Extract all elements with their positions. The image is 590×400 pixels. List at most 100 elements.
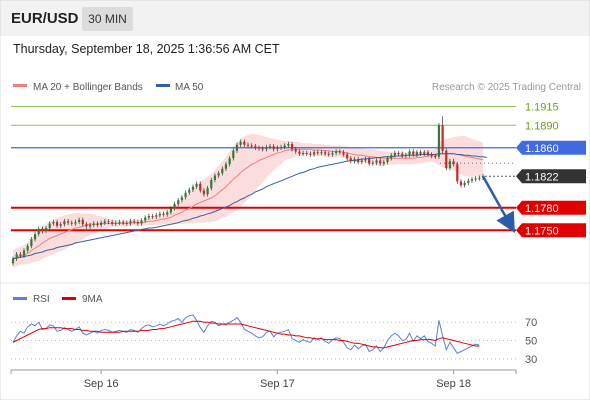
- candle-body: [55, 222, 59, 226]
- candle: [324, 150, 327, 156]
- forecast-arrow: [481, 175, 515, 233]
- candle-body: [19, 254, 22, 256]
- candle-body: [364, 159, 367, 161]
- candle: [111, 219, 114, 226]
- candle-body: [239, 141, 242, 145]
- candle: [287, 141, 290, 148]
- candle-body: [81, 219, 84, 225]
- candle: [232, 148, 235, 161]
- candle-body: [346, 154, 349, 159]
- candle: [386, 156, 389, 165]
- candle-body: [419, 152, 422, 154]
- candle: [184, 190, 187, 200]
- candle: [37, 226, 40, 237]
- candle: [92, 221, 95, 228]
- bollinger-band: [13, 133, 483, 268]
- candle-body: [327, 153, 330, 155]
- candle: [426, 150, 430, 157]
- candle: [331, 150, 334, 157]
- candle-body: [147, 216, 150, 218]
- candle: [419, 150, 422, 156]
- candle: [404, 153, 407, 159]
- candle-body: [100, 222, 103, 225]
- candle-body: [77, 219, 81, 222]
- candle-body: [89, 225, 92, 227]
- candle-body: [177, 200, 180, 204]
- resistance-label: 1.1890: [525, 120, 559, 132]
- candle: [191, 184, 195, 192]
- candle: [22, 248, 26, 258]
- candle-body: [459, 181, 463, 186]
- candle-body: [140, 220, 143, 224]
- candle: [327, 151, 330, 157]
- candle-body: [59, 224, 62, 226]
- candle-body: [279, 147, 283, 148]
- candle: [430, 152, 433, 159]
- x-tick-label: Sep 17: [260, 378, 295, 390]
- candle-body: [74, 222, 77, 224]
- candle-body: [173, 204, 176, 209]
- candle-body: [22, 250, 26, 256]
- timeframe-badge[interactable]: 30 MIN: [82, 7, 133, 31]
- candle: [470, 177, 474, 183]
- candle: [147, 213, 150, 220]
- candle-body: [445, 150, 448, 168]
- candle: [122, 219, 125, 225]
- candle-body: [426, 152, 430, 155]
- candle: [441, 116, 444, 153]
- candle: [114, 220, 117, 226]
- ma20-legend-swatch: [13, 84, 27, 87]
- ma50-line: [12, 153, 487, 260]
- pivot-label-box: [516, 140, 586, 155]
- candle: [239, 139, 242, 147]
- candle: [353, 156, 356, 164]
- candle-body: [408, 151, 411, 156]
- candle: [294, 147, 297, 154]
- candle: [70, 220, 73, 226]
- candle: [26, 243, 29, 253]
- candle: [268, 144, 272, 150]
- candle: [474, 176, 477, 182]
- candle: [379, 158, 382, 166]
- candle: [250, 143, 253, 149]
- candle-body: [305, 153, 308, 154]
- candle: [434, 153, 437, 159]
- candle-body: [412, 151, 415, 155]
- candle: [382, 159, 385, 166]
- candle-body: [368, 159, 371, 164]
- candle-body: [169, 208, 172, 213]
- candle: [133, 219, 136, 225]
- candle: [393, 150, 396, 158]
- candle: [243, 139, 246, 147]
- candle: [445, 148, 448, 171]
- candle-body: [360, 160, 363, 162]
- candle: [169, 206, 172, 215]
- candle-body: [96, 223, 99, 225]
- candle: [129, 219, 132, 226]
- candle-body: [434, 156, 437, 157]
- candle: [342, 150, 345, 157]
- candle-body: [401, 153, 404, 156]
- candle-body: [37, 228, 40, 234]
- candle-body: [235, 144, 239, 151]
- candle-body: [48, 223, 51, 228]
- candle-body: [129, 221, 132, 224]
- candle: [85, 222, 88, 229]
- candle-body: [390, 155, 393, 159]
- rsi-grid: 70 50 30: [11, 317, 537, 366]
- x-axis: Sep 16 Sep 17 Sep 18: [10, 369, 517, 390]
- candle: [265, 144, 268, 152]
- candle-body: [272, 146, 275, 150]
- candle-body: [210, 180, 213, 189]
- candle-body: [44, 228, 48, 231]
- candle-body: [122, 222, 125, 223]
- candle-body: [33, 234, 37, 240]
- candle: [177, 198, 180, 207]
- bollinger-band-area: [13, 133, 483, 268]
- support-label-box: [516, 223, 586, 238]
- rsi-lines: [12, 314, 480, 354]
- candle-body: [206, 188, 209, 195]
- candle: [279, 144, 283, 150]
- candle-body: [70, 222, 73, 224]
- x-tick-label: Sep 18: [436, 378, 471, 390]
